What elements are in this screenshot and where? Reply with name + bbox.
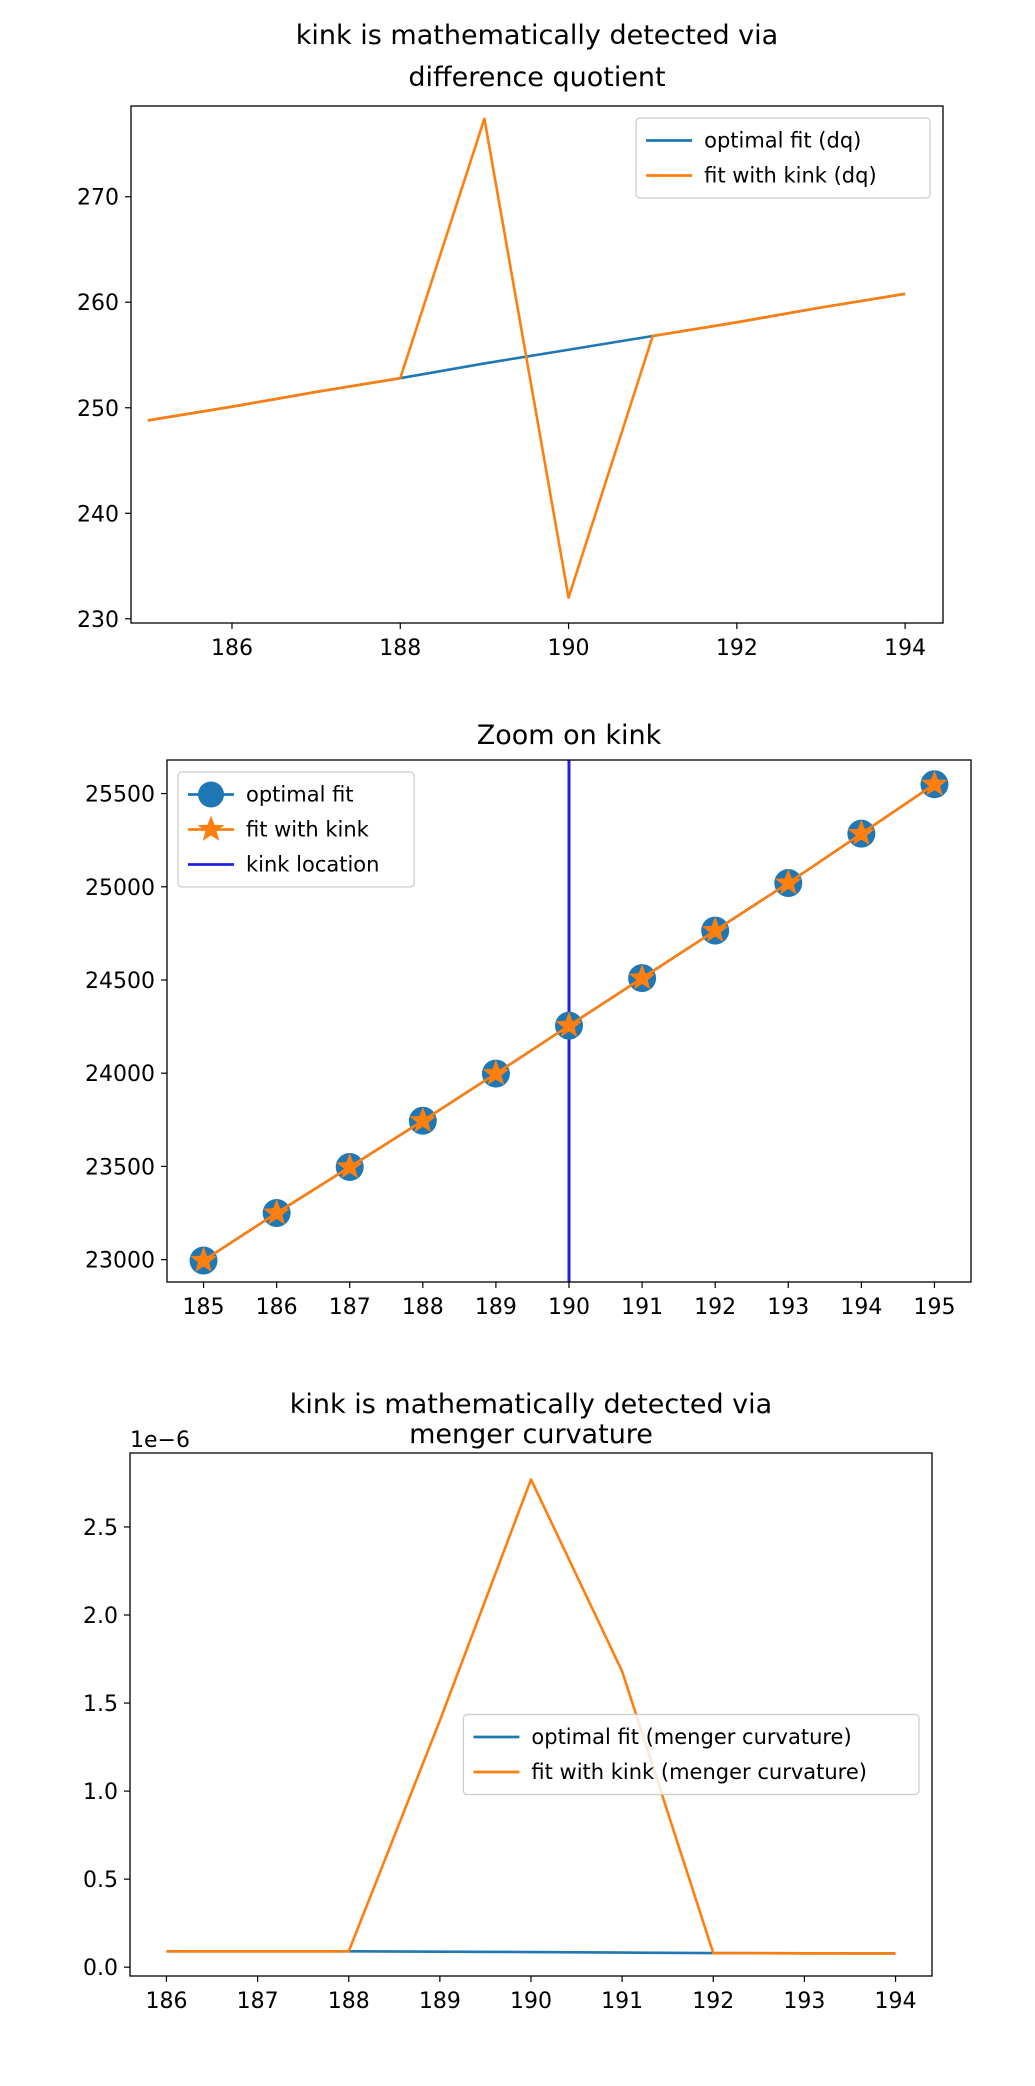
data-point — [409, 1106, 437, 1133]
data-point — [190, 1246, 217, 1272]
x-tick-label: 195 — [913, 1295, 955, 1320]
x-tick-label: 192 — [694, 1295, 736, 1320]
data-point — [555, 1011, 583, 1037]
chart-difference-quotient: kink is mathematically detected via diffe… — [77, 20, 944, 661]
legend-label: fit with kink (dq) — [704, 164, 877, 188]
y-tick-label: 230 — [77, 608, 119, 633]
plot-frame — [129, 1452, 933, 1977]
x-tick-label: 194 — [840, 1295, 882, 1320]
x-tick-label: 188 — [402, 1295, 444, 1320]
x-tick-label: 187 — [329, 1295, 371, 1320]
legend-label: optimal fit — [246, 783, 354, 807]
x-tick-label: 193 — [783, 1989, 825, 2014]
y-tick-label: 1.0 — [83, 1780, 118, 1805]
legend: optimal fit (dq) fit with kink (dq) — [635, 117, 931, 199]
y-tick-label: 24500 — [85, 969, 155, 994]
legend-marker — [198, 781, 224, 808]
data-point — [336, 1152, 364, 1179]
chart-title: menger curvature — [409, 1419, 653, 1450]
legend-label: kink location — [246, 853, 379, 877]
x-tick-label: 186 — [211, 636, 253, 661]
data-point — [263, 1199, 290, 1225]
y-tick-label: 250 — [77, 397, 119, 422]
legend-label: optimal fit (dq) — [704, 129, 861, 153]
x-tick-label: 193 — [767, 1295, 809, 1320]
x-tick-label: 191 — [601, 1989, 643, 2014]
x-tick-label: 194 — [884, 636, 926, 661]
chart-title: difference quotient — [408, 62, 665, 93]
data-point — [774, 869, 802, 895]
x-tick-label: 194 — [875, 1989, 917, 2014]
y-tick-label: 0.5 — [83, 1868, 118, 1893]
x-tick-label: 188 — [328, 1989, 370, 2014]
x-tick-label: 192 — [692, 1989, 734, 2014]
plot-area — [166, 1478, 896, 1955]
legend-box — [462, 1713, 920, 1796]
y-tick-label: 2.0 — [83, 1604, 118, 1629]
series-line — [147, 117, 906, 599]
y-tick-label: 25500 — [85, 783, 155, 808]
y-tick-label: 25000 — [85, 876, 155, 901]
y-tick-label: 2.5 — [83, 1516, 118, 1541]
legend: optimal fit (menger curvature) fit with k… — [462, 1713, 920, 1796]
y-tick-label: 24000 — [85, 1062, 155, 1087]
y-tick-label: 240 — [77, 502, 119, 527]
y-tick-label: 1.5 — [83, 1692, 118, 1717]
data-point — [848, 819, 875, 845]
data-point — [701, 916, 729, 942]
data-point — [482, 1059, 510, 1085]
chart-menger-curvature: kink is mathematically detected viamenge… — [83, 1389, 933, 2014]
y-tick-label: 23500 — [85, 1155, 155, 1180]
data-point — [628, 964, 656, 990]
x-tick-label: 189 — [475, 1295, 517, 1320]
legend-marker — [197, 815, 225, 841]
plot-area — [189, 770, 949, 1275]
x-tick-label: 187 — [237, 1989, 279, 2014]
legend-label: optimal fit (menger curvature) — [531, 1725, 851, 1749]
chart-title: kink is mathematically detected via — [290, 1389, 772, 1420]
legend-label: fit with kink (menger curvature) — [531, 1760, 867, 1784]
legend-box — [635, 117, 931, 199]
legend-box — [177, 771, 415, 888]
x-tick-label: 186 — [145, 1989, 187, 2014]
plot-area — [147, 117, 906, 599]
x-tick-label: 191 — [621, 1295, 663, 1320]
plot-frame — [166, 759, 972, 1283]
x-tick-label: 190 — [548, 636, 590, 661]
series-line — [166, 1478, 896, 1955]
legend: optimal fit fit with kink kink location — [177, 771, 415, 888]
chart-title: Zoom on kink — [477, 720, 662, 751]
x-tick-label: 186 — [256, 1295, 298, 1320]
data-point — [921, 770, 948, 796]
y-tick-label: 260 — [77, 291, 119, 316]
x-tick-label: 189 — [419, 1989, 461, 2014]
y-tick-label: 270 — [77, 186, 119, 211]
chart-title: kink is mathematically detected via — [296, 20, 778, 51]
y-tick-label: 0.0 — [83, 1956, 118, 1981]
plot-frame — [130, 105, 944, 624]
x-tick-label: 192 — [716, 636, 758, 661]
x-tick-label: 190 — [548, 1295, 590, 1320]
x-tick-label: 188 — [379, 636, 421, 661]
x-tick-label: 185 — [183, 1295, 225, 1320]
y-tick-label: 23000 — [85, 1249, 155, 1274]
legend-label: fit with kink — [246, 818, 370, 842]
y-offset-label: 1e−6 — [130, 1428, 190, 1453]
chart-zoom-on-kink: Zoom on kink 185 186 187 188 189 190 191 192 193 1… — [85, 720, 972, 1320]
x-tick-label: 190 — [510, 1989, 552, 2014]
